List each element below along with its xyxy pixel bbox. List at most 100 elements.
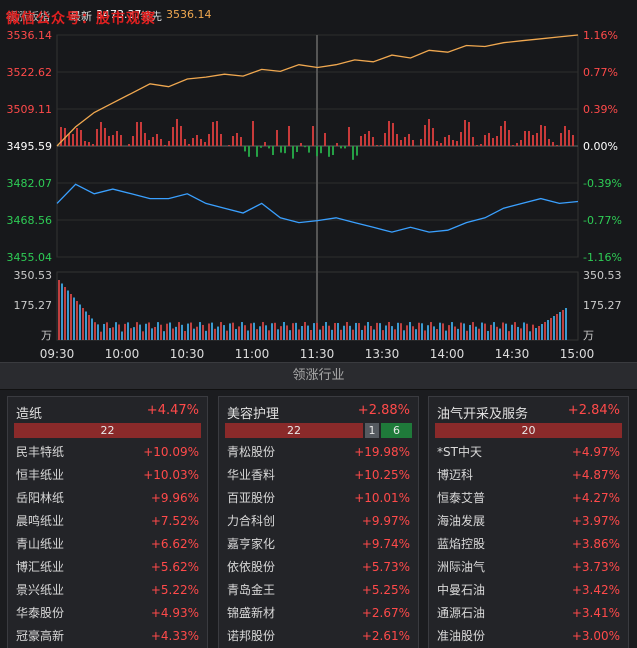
- stock-row[interactable]: 蓝焰控股 +3.86%: [437, 533, 620, 556]
- stock-name: 嘉亨家化: [227, 537, 276, 551]
- stock-name: 准油股份: [437, 629, 486, 643]
- stock-row[interactable]: 青岛金王 +5.25%: [227, 579, 410, 602]
- stock-change: +3.97%: [571, 514, 620, 528]
- stock-change: +19.98%: [354, 445, 410, 459]
- price-axis-label: 3455.04: [7, 251, 53, 264]
- index-name: 领涨板指: [6, 10, 50, 23]
- stock-change: +4.97%: [571, 445, 620, 459]
- stock-name: 景兴纸业: [16, 583, 65, 597]
- stock-row[interactable]: 中曼石油 +3.42%: [437, 579, 620, 602]
- stock-row[interactable]: 海油发展 +3.97%: [437, 510, 620, 533]
- stock-row[interactable]: 诺邦股份 +2.61%: [227, 625, 410, 648]
- pct-axis-label: 0.39%: [583, 103, 618, 116]
- stock-change: +10.03%: [143, 468, 199, 482]
- stock-row[interactable]: 博汇纸业 +5.62%: [16, 556, 199, 579]
- stock-name: 青岛金王: [227, 583, 276, 597]
- stock-row[interactable]: 锦盛新材 +2.67%: [227, 602, 410, 625]
- stock-name: 青山纸业: [16, 537, 65, 551]
- stock-change: +5.73%: [361, 560, 410, 574]
- volume-axis-label-right: 175.27: [583, 299, 622, 312]
- price-axis-label: 3536.14: [7, 29, 53, 42]
- stock-row[interactable]: 恒泰艾普 +4.27%: [437, 487, 620, 510]
- time-tick-label: 15:00: [560, 347, 595, 361]
- sector-panel[interactable]: 油气开采及服务 +2.84% 20 *ST中天 +4.97% 博迈科 +4.87% 恒泰艾普 +…: [428, 396, 629, 648]
- stock-change: +4.93%: [150, 606, 199, 620]
- stock-change: +9.97%: [361, 514, 410, 528]
- stock-row[interactable]: *ST中天 +4.97%: [437, 441, 620, 464]
- stock-row[interactable]: 青山纸业 +6.62%: [16, 533, 199, 556]
- stock-row[interactable]: 嘉亨家化 +9.74%: [227, 533, 410, 556]
- up-count-bar: 22: [14, 423, 201, 438]
- stock-name: 岳阳林纸: [16, 491, 65, 505]
- stock-name: 依依股份: [227, 560, 276, 574]
- latest-label: 最新: [70, 10, 92, 23]
- stock-name: 恒泰艾普: [437, 491, 486, 505]
- time-tick-label: 10:00: [105, 347, 140, 361]
- time-tick-label: 14:00: [430, 347, 465, 361]
- stock-row[interactable]: 民丰特纸 +10.09%: [16, 441, 199, 464]
- lead-value: 3536.14: [166, 8, 212, 21]
- stock-change: +10.25%: [354, 468, 410, 482]
- price-axis-label: 3495.59: [7, 140, 53, 153]
- stock-row[interactable]: 力合科创 +9.97%: [227, 510, 410, 533]
- stock-name: 青松股份: [227, 445, 276, 459]
- stock-row[interactable]: 洲际油气 +3.73%: [437, 556, 620, 579]
- pct-axis-label: -0.39%: [583, 177, 622, 190]
- stock-row[interactable]: 依依股份 +5.73%: [227, 556, 410, 579]
- index-price-line: [56, 34, 579, 147]
- sector-panel[interactable]: 造纸 +4.47% 22 民丰特纸 +10.09% 恒丰纸业 +10.03% 岳阳林纸 +9.9…: [7, 396, 208, 648]
- price-axis-label: 3482.07: [7, 177, 53, 190]
- stock-change: +4.87%: [571, 468, 620, 482]
- stock-row[interactable]: 晨鸣纸业 +7.52%: [16, 510, 199, 533]
- stock-row[interactable]: 景兴纸业 +5.22%: [16, 579, 199, 602]
- stock-name: 华业香料: [227, 468, 276, 482]
- stock-row[interactable]: 华业香料 +10.25%: [227, 464, 410, 487]
- sector-change: +4.47%: [146, 403, 199, 418]
- price-axis-label: 3509.11: [7, 103, 53, 116]
- down-count-bar: 6: [381, 423, 412, 438]
- stock-name: 晨鸣纸业: [16, 514, 65, 528]
- sector-panel[interactable]: 美容护理 +2.88% 22 1 6 青松股份 +19.98% 华业香料 +10.25% 百亚股份…: [218, 396, 419, 648]
- chart-canvas: 3536.14 1.16% 3522.62 0.77% 3509.11 0.39% 3495…: [7, 29, 622, 361]
- stock-name: 海油发展: [437, 514, 486, 528]
- stock-change: +3.86%: [571, 537, 620, 551]
- stock-row[interactable]: 岳阳林纸 +9.96%: [16, 487, 199, 510]
- stock-name: 力合科创: [227, 514, 276, 528]
- stock-row[interactable]: 冠豪高新 +4.33%: [16, 625, 199, 648]
- lead-label: 领先: [140, 10, 162, 23]
- watermark-text: 微信公众号：股市观察: [6, 11, 156, 27]
- sector-name[interactable]: 美容护理: [227, 407, 280, 422]
- stock-row[interactable]: 青松股份 +19.98%: [227, 441, 410, 464]
- stock-change: +9.74%: [361, 537, 410, 551]
- sector-name[interactable]: 造纸: [16, 407, 43, 422]
- stock-name: *ST中天: [437, 445, 482, 459]
- intraday-chart[interactable]: 领涨板指 最新 3473.37 领先 3536.14 微信公众号：股市观察 35…: [0, 0, 637, 362]
- stock-change: +4.33%: [150, 629, 199, 643]
- time-tick-label: 09:30: [40, 347, 75, 361]
- sector-change: +2.88%: [357, 403, 410, 418]
- stock-name: 锦盛新材: [227, 606, 276, 620]
- pct-axis-label: -1.16%: [583, 251, 622, 264]
- pct-axis-label: -0.77%: [583, 214, 622, 227]
- sector-name[interactable]: 油气开采及服务: [437, 407, 529, 422]
- time-tick-label: 10:30: [170, 347, 205, 361]
- time-tick-label: 13:30: [365, 347, 400, 361]
- time-tick-label: 11:30: [300, 347, 335, 361]
- volume-axis-label: 175.27: [14, 299, 53, 312]
- up-count-bar: 22: [225, 423, 363, 438]
- stock-row[interactable]: 博迈科 +4.87%: [437, 464, 620, 487]
- stock-name: 洲际油气: [437, 560, 486, 574]
- volume-axis-label-right: 350.53: [583, 269, 622, 282]
- stock-name: 博迈科: [437, 468, 474, 482]
- stock-row[interactable]: 百亚股份 +10.01%: [227, 487, 410, 510]
- stock-row[interactable]: 华泰股份 +4.93%: [16, 602, 199, 625]
- stock-name: 冠豪高新: [16, 629, 65, 643]
- stock-name: 博汇纸业: [16, 560, 65, 574]
- stock-change: +3.00%: [571, 629, 620, 643]
- stock-name: 诺邦股份: [227, 629, 276, 643]
- stock-row[interactable]: 准油股份 +3.00%: [437, 625, 620, 648]
- time-tick-label: 11:00: [235, 347, 270, 361]
- stock-row[interactable]: 恒丰纸业 +10.03%: [16, 464, 199, 487]
- stock-change: +5.62%: [150, 560, 199, 574]
- stock-row[interactable]: 通源石油 +3.41%: [437, 602, 620, 625]
